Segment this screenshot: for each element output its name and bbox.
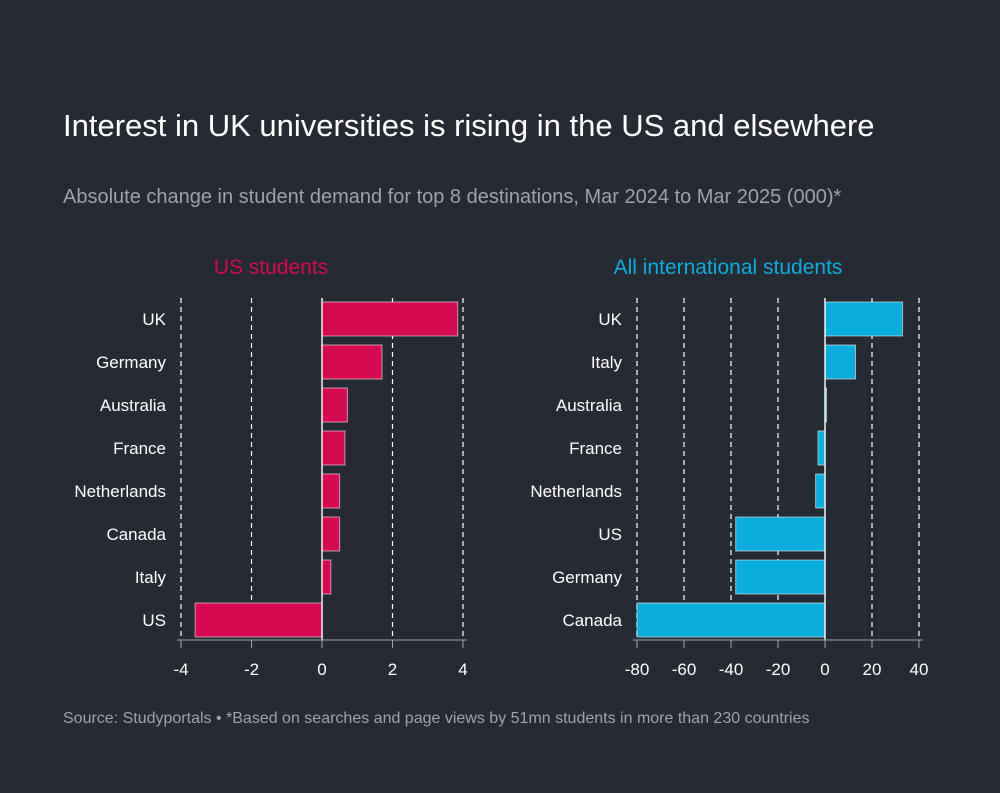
intl-tick-label: 40: [910, 660, 929, 679]
intl-tick-label: 20: [863, 660, 882, 679]
us-category-label: Australia: [100, 396, 167, 415]
intl-category-label: Canada: [562, 611, 622, 630]
us-bar: [321, 473, 341, 509]
source-note: Source: Studyportals • *Based on searche…: [63, 710, 810, 727]
intl-tick-label: -80: [625, 660, 650, 679]
intl-tick-label: 0: [820, 660, 829, 679]
us-bar: [321, 387, 348, 423]
intl-bar: [815, 473, 826, 509]
us-bar: [321, 559, 332, 595]
intl-tick-label: -20: [766, 660, 791, 679]
intl-tick-label: -60: [672, 660, 697, 679]
intl-bar: [735, 516, 826, 552]
us-category-label: US: [142, 611, 166, 630]
intl-category-label: Netherlands: [530, 482, 622, 501]
us-bar: [321, 430, 346, 466]
us-category-label: UK: [142, 310, 166, 329]
us-bar: [321, 344, 383, 380]
intl-category-label: Germany: [552, 568, 622, 587]
us-tick-label: 0: [317, 660, 326, 679]
us-tick-label: 2: [388, 660, 397, 679]
us-category-label: Netherlands: [74, 482, 166, 501]
chart-subtitle: Absolute change in student demand for to…: [63, 186, 842, 208]
intl-bar: [824, 301, 904, 337]
intl-bar: [824, 344, 857, 380]
chart-title: Interest in UK universities is rising in…: [63, 108, 875, 143]
us-category-label: Germany: [96, 353, 166, 372]
us-panel-title: US students: [214, 256, 328, 279]
intl-category-label: US: [598, 525, 622, 544]
intl-bar: [636, 602, 826, 638]
intl-tick-label: -40: [719, 660, 744, 679]
intl-bar: [735, 559, 826, 595]
intl-category-label: UK: [598, 310, 622, 329]
us-tick-label: 4: [458, 660, 467, 679]
us-bar: [321, 301, 459, 337]
intl-panel-title: All international students: [614, 256, 843, 279]
intl-category-label: Italy: [591, 353, 623, 372]
intl-category-label: France: [569, 439, 622, 458]
intl-bar: [817, 430, 826, 466]
us-category-label: Canada: [106, 525, 166, 544]
intl-category-label: Australia: [556, 396, 623, 415]
us-tick-label: -2: [244, 660, 259, 679]
us-tick-label: -4: [173, 660, 188, 679]
us-bar: [321, 516, 341, 552]
us-bar: [194, 602, 323, 638]
us-category-label: Italy: [135, 568, 167, 587]
us-category-label: France: [113, 439, 166, 458]
